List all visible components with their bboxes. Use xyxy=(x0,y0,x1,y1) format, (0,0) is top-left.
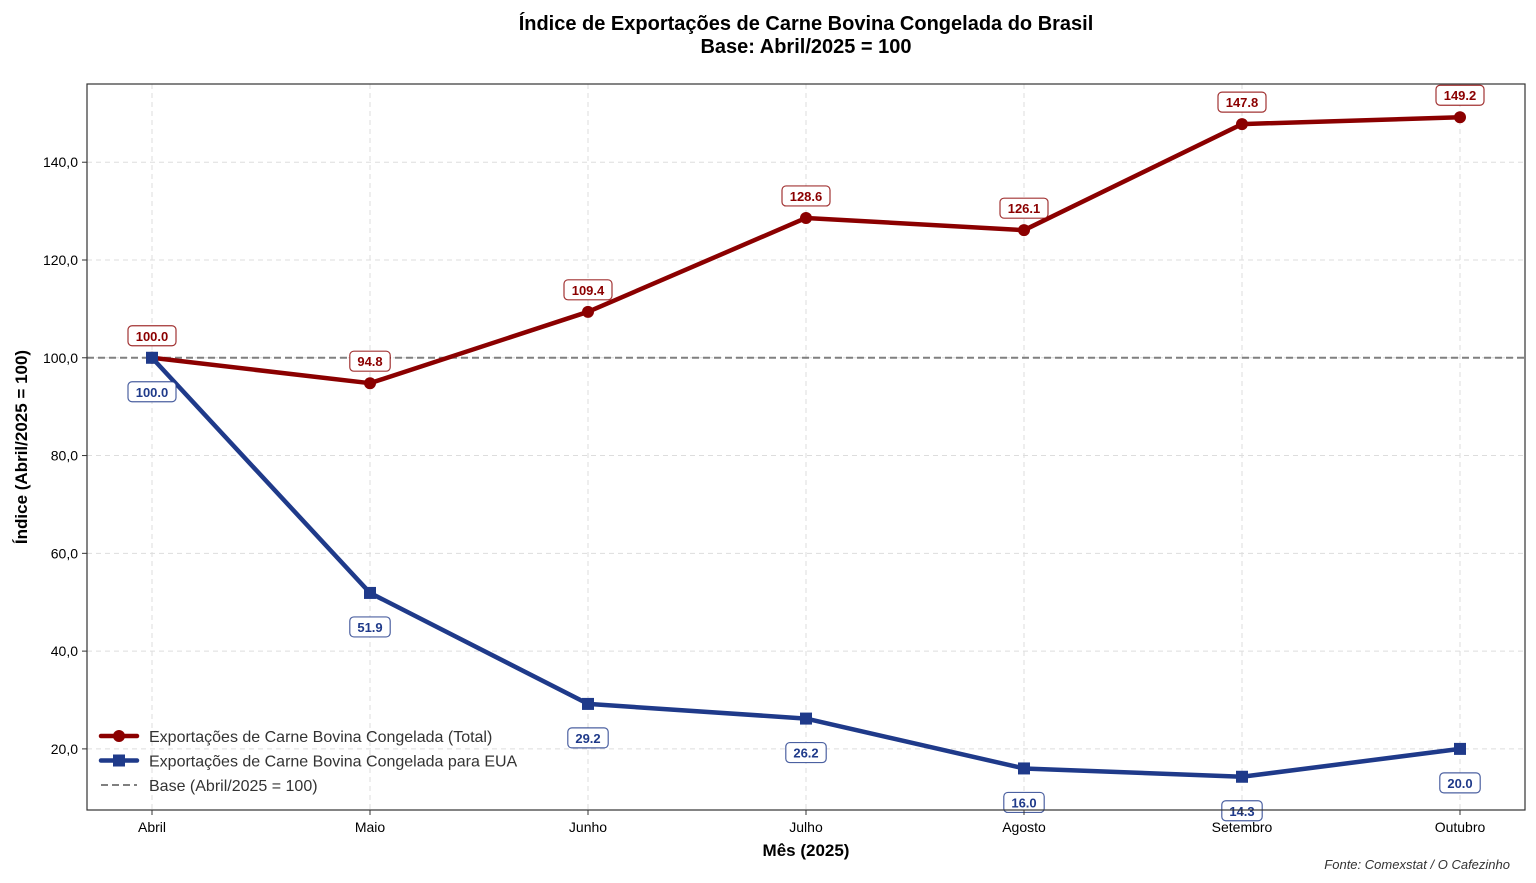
y-tick-label: 100,0 xyxy=(43,350,78,366)
legend-label: Base (Abril/2025 = 100) xyxy=(149,778,318,795)
data-label-box xyxy=(349,616,391,638)
data-label-box xyxy=(1217,91,1267,113)
data-point xyxy=(800,211,812,224)
data-point xyxy=(146,351,158,364)
data-point xyxy=(1236,770,1248,783)
y-tick-label: 40,0 xyxy=(51,643,78,659)
legend-label: Exportações de Carne Bovina Congelada pa… xyxy=(149,754,518,771)
data-label-box xyxy=(785,741,827,764)
series-eua: 100.051.929.226.216.014.320.0 xyxy=(127,351,1481,822)
data-label: 147.8 xyxy=(1226,95,1259,110)
data-point xyxy=(364,586,376,599)
data-point xyxy=(582,697,594,710)
data-point xyxy=(1018,224,1030,237)
axes: Abril Maio Junho Julho Agosto Setembro Outubro… xyxy=(43,154,1486,835)
y-tick-label: 140,0 xyxy=(43,154,78,170)
data-label: 100.0 xyxy=(136,329,169,344)
data-point xyxy=(1454,111,1466,124)
data-point xyxy=(1454,742,1466,755)
data-point xyxy=(800,712,812,725)
source-note: Fonte: Comexstat / O Cafezinho xyxy=(1324,857,1510,872)
data-label-box xyxy=(781,185,831,207)
chart-subtitle: Base: Abril/2025 = 100 xyxy=(700,36,911,58)
x-tick-label: Julho xyxy=(789,819,823,835)
data-label-box xyxy=(349,350,391,372)
chart-title: Índice de Exportações de Carne Bovina Co… xyxy=(519,12,1094,35)
grid xyxy=(87,84,1525,810)
series-group: 100.0 94.8 109.4 128.6 126.1 147.8 149.2 100.0 5… xyxy=(127,84,1485,822)
data-label: 149.2 xyxy=(1444,88,1477,103)
x-tick-label: Abril xyxy=(138,819,166,835)
legend-marker xyxy=(113,730,125,742)
data-label-box xyxy=(1435,84,1485,106)
data-label: 20.0 xyxy=(1447,776,1472,791)
data-label: 94.8 xyxy=(357,354,382,369)
data-label: 109.4 xyxy=(572,283,605,298)
x-tick-label: Agosto xyxy=(1002,819,1046,835)
data-label: 26.2 xyxy=(793,746,818,761)
data-point xyxy=(1018,762,1030,775)
legend: Exportações de Carne Bovina Congelada (T… xyxy=(98,729,518,795)
data-label-box xyxy=(563,279,613,301)
data-label-box xyxy=(999,197,1049,219)
series-total: 100.0 94.8 109.4 128.6 126.1 147.8 149.2 xyxy=(127,84,1485,390)
legend-marker xyxy=(113,754,125,767)
x-axis-label: Mês (2025) xyxy=(763,841,850,860)
legend-label: Exportações de Carne Bovina Congelada (T… xyxy=(149,729,492,746)
y-tick-label: 120,0 xyxy=(43,252,78,268)
data-point xyxy=(582,305,594,318)
data-label: 128.6 xyxy=(790,189,823,204)
data-label-box xyxy=(567,727,609,749)
data-label-box xyxy=(1439,772,1481,794)
data-label-box xyxy=(127,381,177,403)
x-tick-label: Maio xyxy=(355,819,386,835)
x-tick-label: Setembro xyxy=(1212,819,1273,835)
x-tick-label: Outubro xyxy=(1435,819,1486,835)
y-tick-label: 20,0 xyxy=(51,741,78,757)
y-axis-label: Índice (Abril/2025 = 100) xyxy=(12,350,31,544)
data-point xyxy=(1236,118,1248,131)
data-point xyxy=(364,377,376,390)
data-label: 16.0 xyxy=(1011,795,1036,810)
data-label: 29.2 xyxy=(575,731,600,746)
y-tick-label: 80,0 xyxy=(51,448,78,464)
data-label-box xyxy=(127,325,177,347)
data-label: 100.0 xyxy=(136,385,169,400)
y-tick-label: 60,0 xyxy=(51,545,78,561)
data-label: 126.1 xyxy=(1008,201,1041,216)
data-label: 51.9 xyxy=(357,620,382,635)
x-tick-label: Junho xyxy=(569,819,607,835)
